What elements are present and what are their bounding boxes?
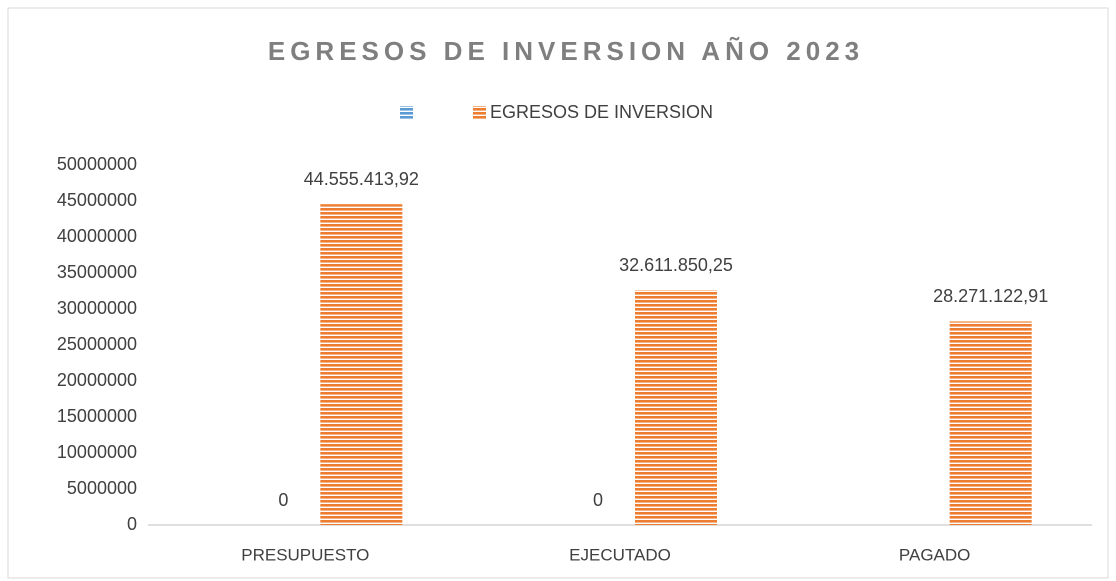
- y-tick-label: 15000000: [57, 406, 137, 426]
- chart-title: EGRESOS DE INVERSION AÑO 2023: [268, 36, 864, 66]
- bar: [949, 321, 1032, 525]
- legend-swatch: [400, 106, 413, 119]
- y-tick-label: 25000000: [57, 334, 137, 354]
- value-label: 0: [278, 490, 288, 510]
- y-tick-label: 35000000: [57, 262, 137, 282]
- x-tick-label: PRESUPUESTO: [241, 545, 369, 564]
- bar: [320, 204, 403, 525]
- chart-border: [7, 7, 1109, 579]
- y-tick-label: 50000000: [57, 154, 137, 174]
- y-tick-label: 30000000: [57, 298, 137, 318]
- y-tick-label: 45000000: [57, 190, 137, 210]
- y-tick-label: 40000000: [57, 226, 137, 246]
- y-tick-label: 0: [127, 514, 137, 534]
- value-label: 32.611.850,25: [619, 255, 733, 275]
- x-tick-label: EJECUTADO: [569, 545, 671, 564]
- legend-swatch: [473, 106, 486, 119]
- value-label: 0: [593, 490, 603, 510]
- value-label: 28.271.122,91: [933, 286, 1048, 306]
- y-tick-label: 20000000: [57, 370, 137, 390]
- legend-label: EGRESOS DE INVERSION: [490, 102, 713, 122]
- bar: [635, 290, 717, 525]
- y-tick-label: 5000000: [67, 478, 137, 498]
- value-label: 44.555.413,92: [304, 169, 419, 189]
- x-tick-label: PAGADO: [899, 545, 970, 564]
- y-tick-label: 10000000: [57, 442, 137, 462]
